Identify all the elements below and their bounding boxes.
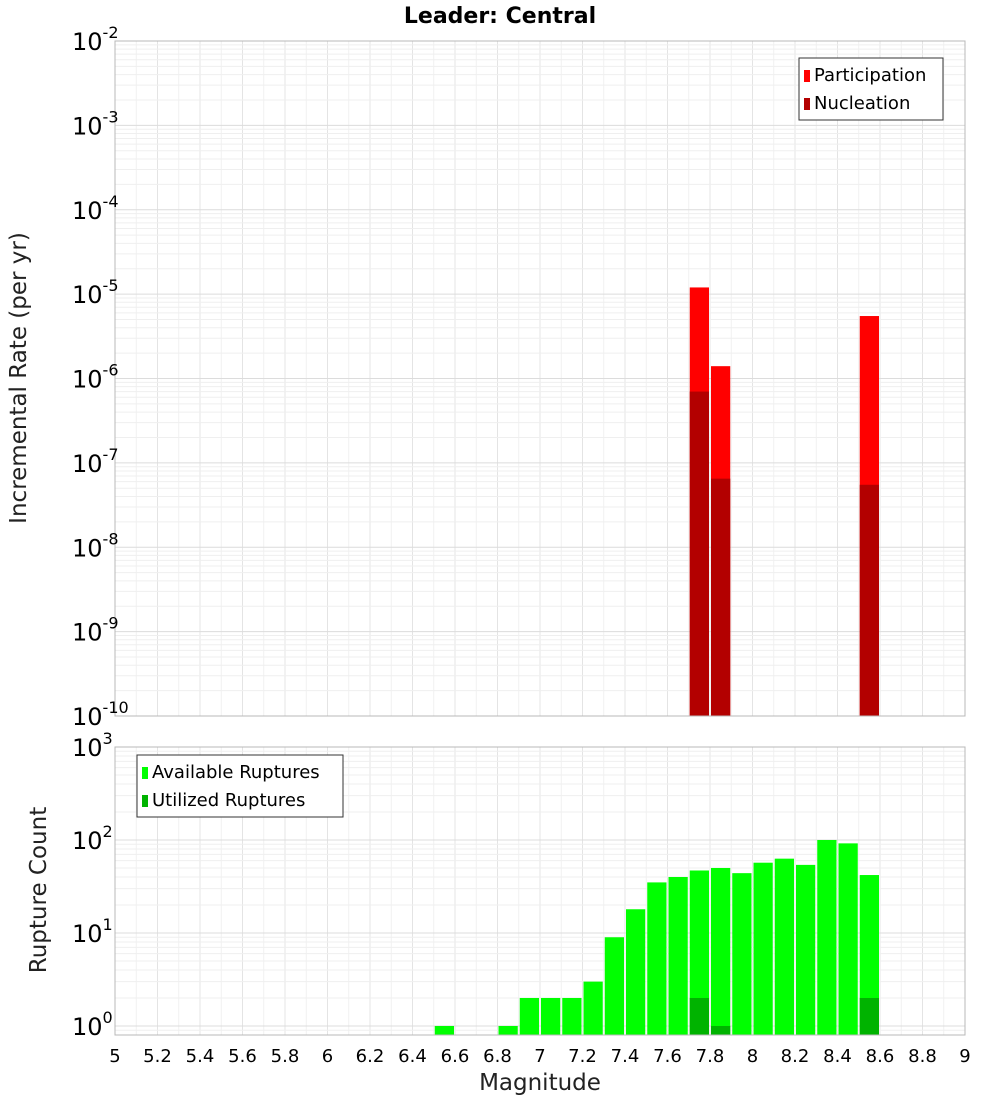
count-bar-available-ruptures	[732, 873, 752, 1035]
x-tick-label: 6	[322, 1046, 333, 1067]
rate-y-tick-label: 10-9	[72, 614, 119, 647]
rate-bar-nucleation	[711, 478, 731, 716]
count-bar-utilized-ruptures	[859, 997, 879, 1035]
x-tick-label: 5	[109, 1046, 120, 1067]
count-bar-available-ruptures	[562, 997, 582, 1035]
count-bar-available-ruptures	[711, 867, 731, 1035]
rate-bar-nucleation	[689, 391, 709, 716]
x-tick-label: 5.4	[186, 1046, 215, 1067]
x-tick-label: 5.8	[271, 1046, 300, 1067]
count-panel: 103 102 101 100 Available Ruptures Utilized R…	[72, 729, 966, 1041]
top-y-axis-label: Incremental Rate (per yr)	[6, 232, 32, 524]
x-tick-label: 7.2	[568, 1046, 597, 1067]
x-axis-label: Magnitude	[479, 1070, 601, 1096]
count-y-tick-label: 102	[72, 822, 113, 855]
rate-panel: 10-2 10-3 10-4 10-5 10-6 10-7 10-8 10-9 10-10 Par…	[72, 23, 966, 731]
x-tick-label: 8.6	[866, 1046, 895, 1067]
rate-bar-nucleation	[859, 484, 879, 716]
count-bar-available-ruptures	[519, 997, 539, 1035]
chart-title: Leader: Central	[404, 4, 596, 29]
rate-y-tick-label: 10-8	[72, 529, 119, 562]
count-bar-utilized-ruptures	[689, 997, 709, 1035]
rate-y-tick-label: 10-5	[72, 276, 119, 309]
x-tick-label: 7.8	[696, 1046, 725, 1067]
count-bar-available-ruptures	[859, 875, 879, 1035]
count-bar-available-ruptures	[498, 1025, 518, 1035]
rate-legend-entry: Participation	[814, 65, 926, 86]
rate-legend-entry: Nucleation	[814, 93, 910, 114]
x-tick-label: 5.6	[228, 1046, 257, 1067]
rate-y-tick-label: 10-2	[72, 23, 119, 56]
rate-y-tick-label: 10-10	[72, 698, 129, 731]
count-bar-available-ruptures	[774, 858, 794, 1035]
x-tick-label: 8.2	[781, 1046, 810, 1067]
count-bar-available-ruptures	[434, 1025, 454, 1035]
count-y-tick-label: 103	[72, 729, 113, 762]
x-tick-label: 7.6	[653, 1046, 682, 1067]
count-bar-available-ruptures	[838, 843, 858, 1035]
count-bar-available-ruptures	[541, 997, 561, 1035]
x-tick-label: 6.6	[441, 1046, 470, 1067]
x-tick-label: 8.8	[908, 1046, 937, 1067]
count-bar-available-ruptures	[583, 981, 603, 1035]
count-legend-swatch	[142, 767, 148, 779]
x-tick-label: 6.4	[398, 1046, 427, 1067]
rate-legend-box	[798, 57, 944, 121]
count-bar-available-ruptures	[604, 937, 624, 1035]
rate-legend-swatch	[804, 70, 810, 82]
count-legend-entry: Available Ruptures	[152, 762, 320, 783]
x-tick-label: 8.4	[823, 1046, 852, 1067]
x-tick-label: 7.4	[611, 1046, 640, 1067]
count-y-tick-label: 101	[72, 915, 113, 948]
count-bar-available-ruptures	[668, 877, 688, 1035]
x-tick-label: 8	[747, 1046, 758, 1067]
x-tick-label: 7	[534, 1046, 545, 1067]
rate-y-tick-label: 10-4	[72, 192, 119, 225]
rate-y-tick-label: 10-7	[72, 445, 119, 478]
rate-y-tick-label: 10-3	[72, 107, 119, 140]
count-legend-swatch	[142, 795, 148, 807]
rate-y-tick-label: 10-6	[72, 361, 119, 394]
count-bar-available-ruptures	[753, 862, 773, 1035]
count-bar-available-ruptures	[647, 882, 667, 1035]
rate-frame	[114, 40, 966, 717]
count-legend-box	[136, 754, 344, 818]
bottom-y-axis-label: Rupture Count	[26, 807, 52, 973]
x-tick-label: 5.2	[143, 1046, 172, 1067]
x-tick-label: 6.2	[356, 1046, 385, 1067]
count-y-tick-label: 100	[72, 1008, 113, 1041]
x-tick-label: 9	[959, 1046, 970, 1067]
count-frame	[114, 746, 966, 1036]
count-bar-available-ruptures	[817, 840, 837, 1035]
count-legend-entry: Utilized Ruptures	[152, 790, 305, 811]
count-bar-utilized-ruptures	[711, 1025, 731, 1035]
count-bar-available-ruptures	[796, 864, 816, 1035]
count-bar-available-ruptures	[626, 909, 646, 1035]
x-tick-label: 6.8	[483, 1046, 512, 1067]
count-bar-available-ruptures	[689, 870, 709, 1035]
rate-legend-swatch	[804, 98, 810, 110]
